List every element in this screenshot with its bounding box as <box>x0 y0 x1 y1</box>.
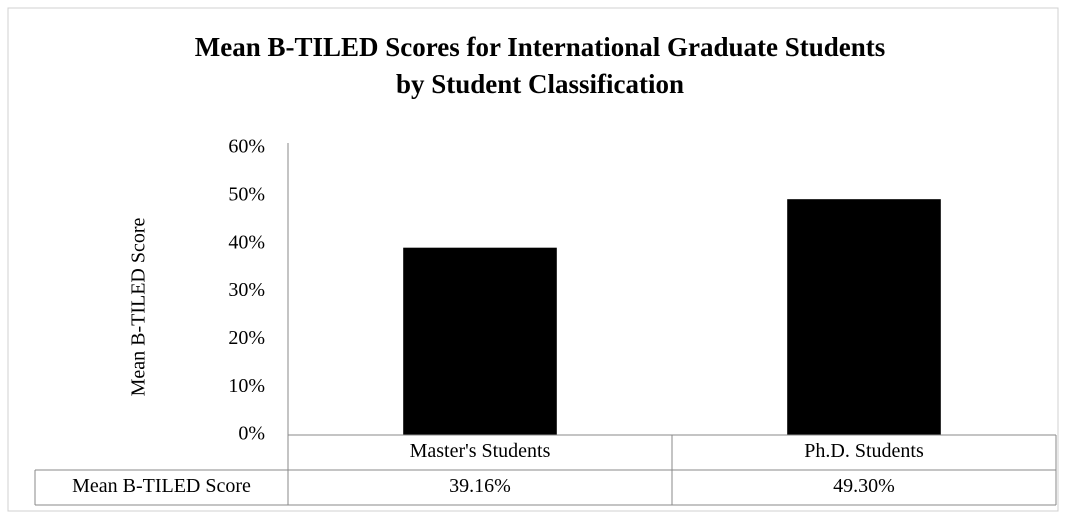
y-tick-label: 0% <box>238 423 265 445</box>
table-row-label: Mean B-TILED Score <box>72 475 251 497</box>
chart-title: by Student Classification <box>396 69 684 99</box>
y-tick-label: 50% <box>228 183 265 205</box>
x-tick-label: Ph.D. Students <box>804 440 924 462</box>
bar <box>787 199 941 435</box>
chart-title: Mean B-TILED Scores for International Gr… <box>195 32 886 62</box>
table-value: 49.30% <box>833 475 895 497</box>
y-tick-label: 60% <box>228 136 265 158</box>
table-value: 39.16% <box>449 475 511 497</box>
y-axis-label: Mean B-TILED Score <box>128 217 150 396</box>
bar <box>403 247 557 435</box>
y-tick-label: 20% <box>228 327 265 349</box>
chart-border <box>7 7 1059 512</box>
y-tick-label: 10% <box>228 375 265 397</box>
x-tick-label: Master's Students <box>410 440 551 462</box>
y-tick-label: 30% <box>228 279 265 301</box>
y-tick-label: 40% <box>228 231 265 253</box>
